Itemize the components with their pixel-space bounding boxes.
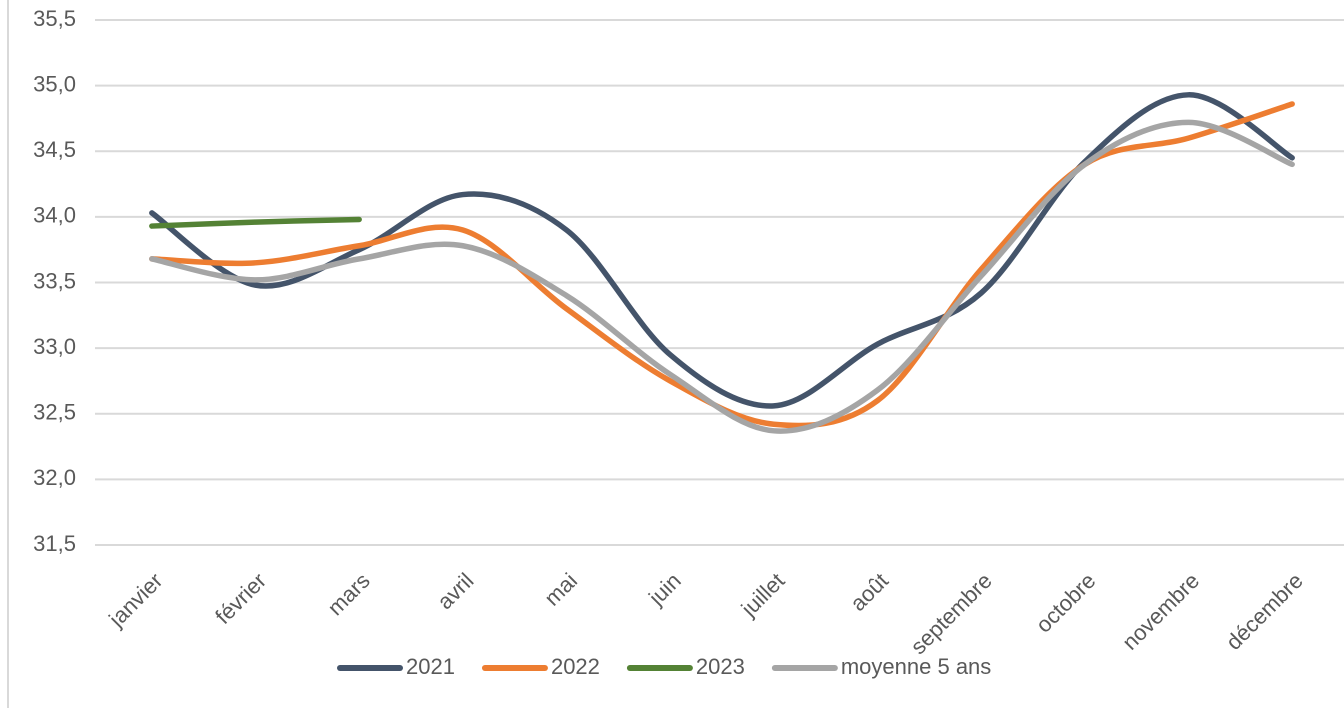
- x-tick-label: août: [845, 568, 893, 616]
- x-tick-label: septembre: [906, 568, 997, 659]
- y-tick-label: 34,0: [33, 203, 76, 228]
- y-tick-label: 35,0: [33, 71, 76, 96]
- series-line: [149, 119, 1295, 434]
- y-tick-label: 32,0: [33, 465, 76, 490]
- y-tick-label: 33,5: [33, 268, 76, 293]
- x-tick-label: janvier: [103, 568, 167, 632]
- x-tick-label: avril: [432, 568, 478, 614]
- legend-label: 2021: [406, 654, 455, 679]
- legend-label: 2023: [696, 654, 745, 679]
- x-tick-label: octobre: [1031, 568, 1101, 638]
- legend-label: 2022: [551, 654, 600, 679]
- x-tick-label: juillet: [736, 568, 790, 622]
- x-tick-label: novembre: [1117, 568, 1204, 655]
- legend-label: moyenne 5 ans: [841, 654, 991, 679]
- y-tick-label: 35,5: [33, 6, 76, 31]
- y-tick-label: 34,5: [33, 137, 76, 162]
- series-line: [149, 216, 362, 229]
- series-line: [149, 92, 1295, 409]
- y-tick-label: 32,5: [33, 400, 76, 425]
- x-tick-label: février: [210, 568, 271, 629]
- y-tick-label: 33,0: [33, 334, 76, 359]
- x-tick-label: décembre: [1221, 568, 1308, 655]
- x-tick-label: mars: [323, 568, 375, 620]
- x-tick-label: mai: [539, 568, 582, 611]
- y-tick-label: 31,5: [33, 531, 76, 556]
- x-tick-label: juin: [643, 568, 686, 611]
